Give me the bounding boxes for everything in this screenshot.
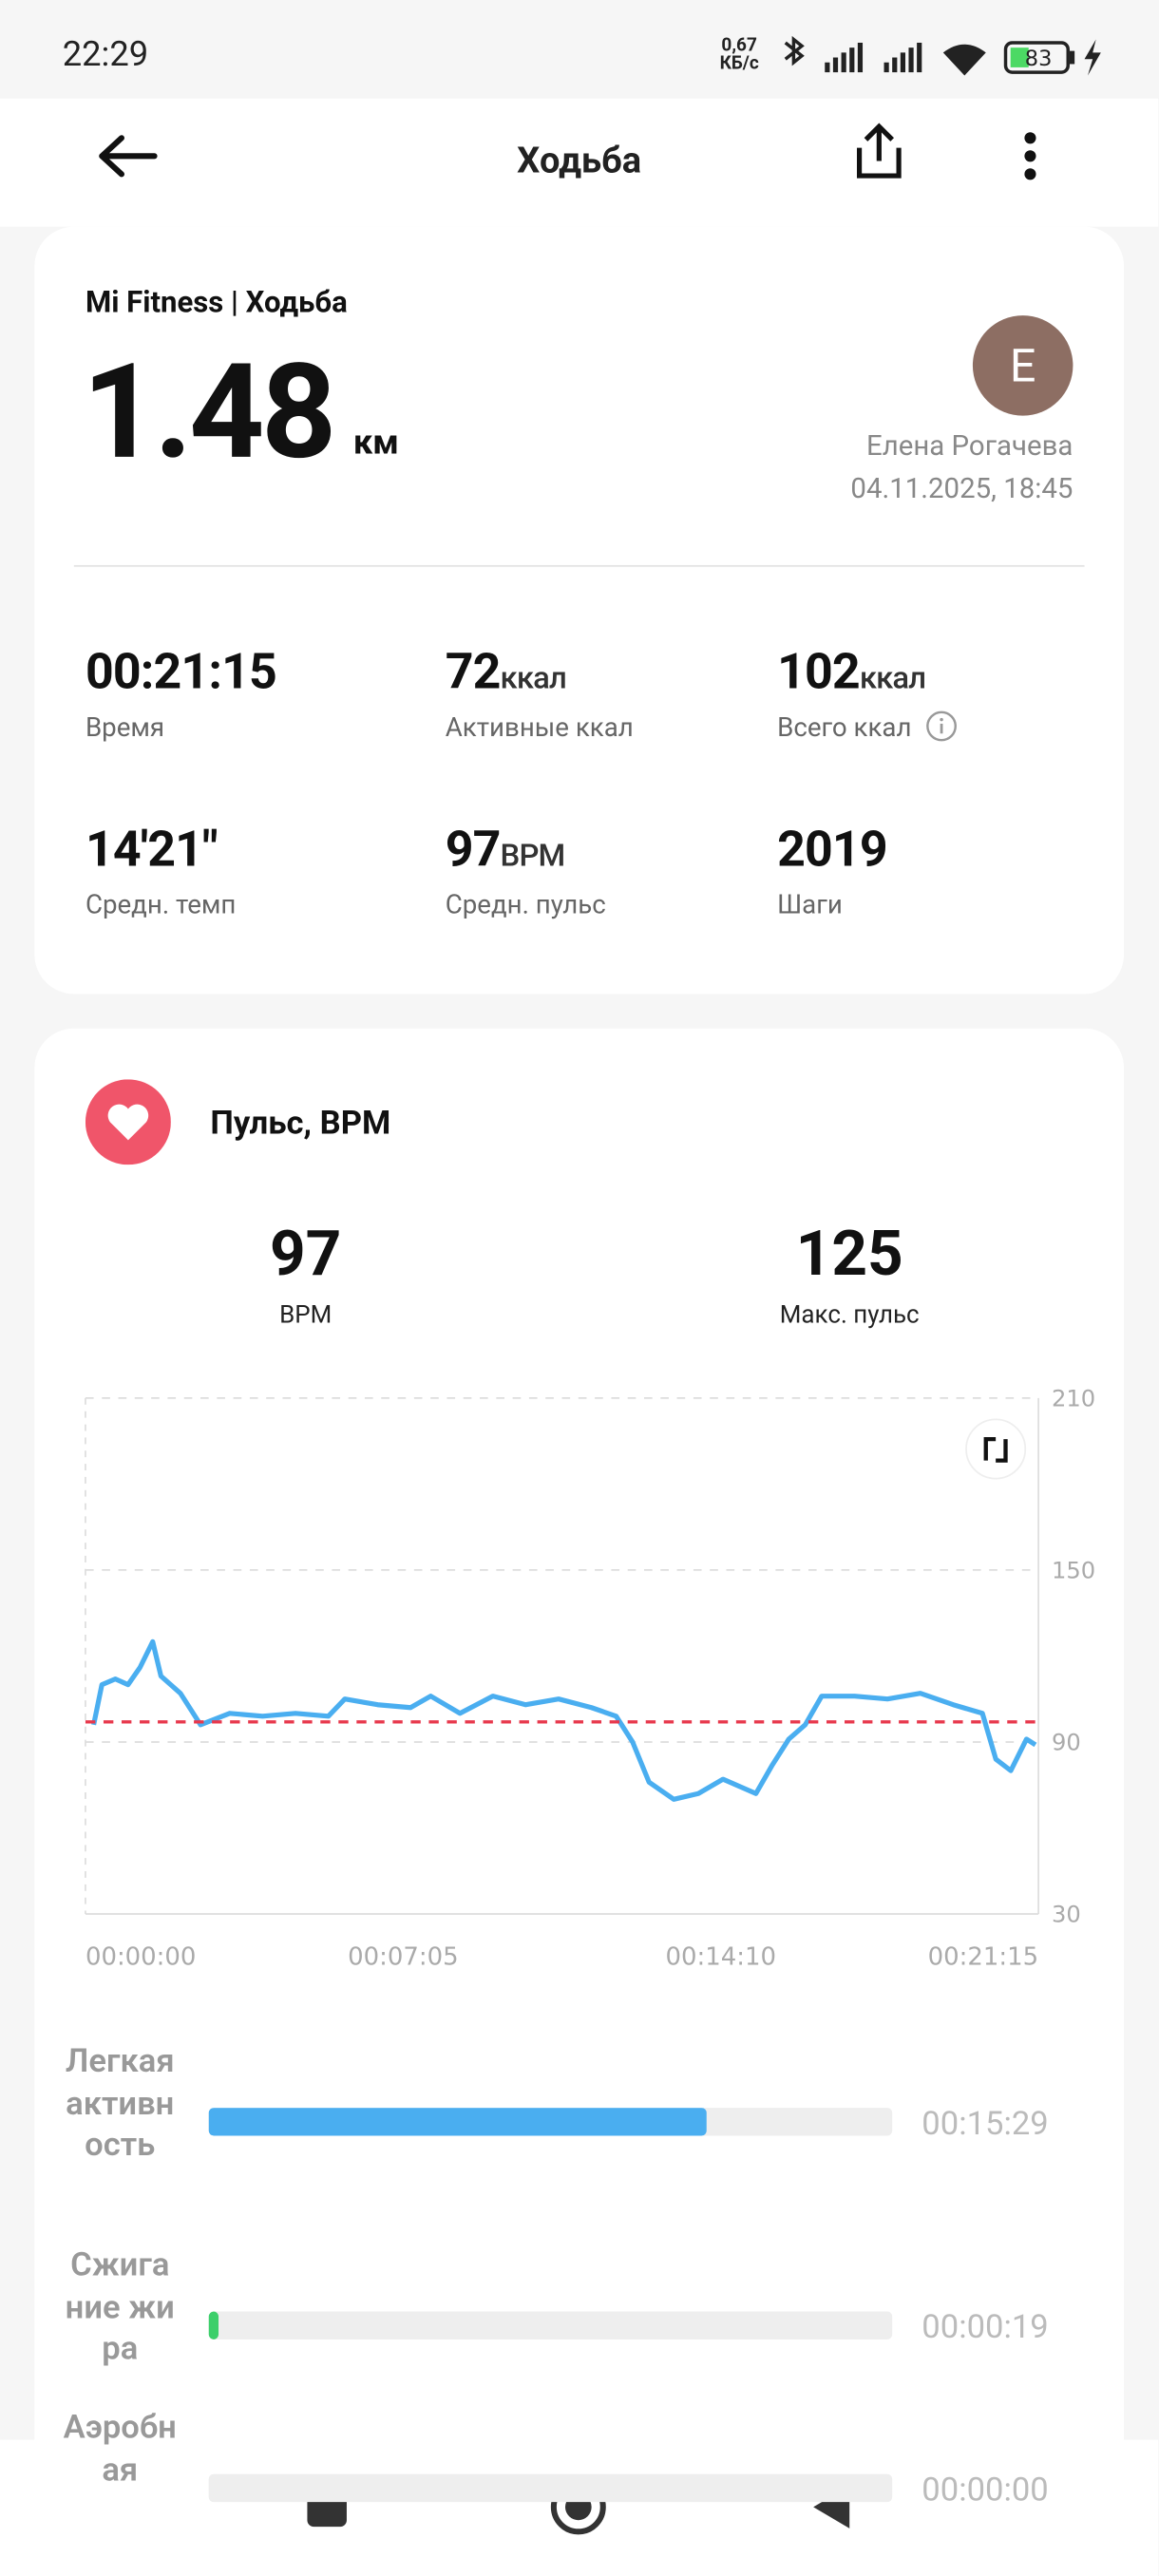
x-tick-label: 00:00:00 <box>86 1943 197 1972</box>
stat-number: 00:21:15 <box>85 644 277 702</box>
zone-time: 00:00:00 <box>922 2469 1049 2510</box>
status-time: 22:29 <box>62 36 149 76</box>
y-tick-label: 150 <box>1052 1558 1095 1584</box>
summary-card <box>34 226 1125 994</box>
zone-name: Сжигание жира <box>65 2244 175 2368</box>
battery-level: 83 <box>1025 47 1053 71</box>
x-tick-label: 00:14:10 <box>665 1943 776 1972</box>
net-speed-value: 0,67 <box>721 34 757 56</box>
stat-value: 102ккал <box>777 644 926 702</box>
header-title: Ходьба <box>517 141 642 182</box>
zone-time: 00:15:29 <box>922 2102 1049 2143</box>
zone-track <box>208 2108 893 2136</box>
stat-number: 97 <box>445 821 502 880</box>
status-icons: 83 <box>784 35 1101 76</box>
distance-unit: км <box>352 424 399 464</box>
max-pulse-label: Макс. пульс <box>779 1299 920 1330</box>
heart-rate-line <box>91 1638 1037 1802</box>
stat-label: Средн. пульс <box>445 888 606 920</box>
heart-icon <box>85 1079 171 1165</box>
net-speed: 0,67 КБ/с <box>720 36 759 72</box>
zone-track <box>208 2473 893 2503</box>
header <box>0 98 1159 227</box>
stat-number: 72 <box>445 644 502 702</box>
more-button[interactable] <box>981 108 1080 207</box>
share-button[interactable] <box>829 108 928 207</box>
net-speed-unit: КБ/с <box>719 52 759 74</box>
date: 04.11.2025, 18:45 <box>850 473 1074 506</box>
max-pulse: 125 <box>795 1219 903 1292</box>
user-name: Елена Рогачева <box>866 430 1074 464</box>
stat-label: Время <box>85 710 165 743</box>
zone-track <box>208 2311 893 2339</box>
stat-number: 14'21" <box>85 821 218 880</box>
heart-chart: 30 90 150 210 00:00:00 00:07:05 00:14:10 00:21:… <box>85 1386 1095 1972</box>
stat-value: 72ккал <box>445 644 567 702</box>
y-tick-label: 210 <box>1052 1386 1095 1412</box>
stat-label: Шаги <box>777 888 843 920</box>
stat-value: 00:21:15 <box>85 644 277 702</box>
info-icon[interactable] <box>925 710 959 743</box>
stat-unit: BPM <box>500 836 566 875</box>
stat-label: Активные ккал <box>445 710 634 743</box>
stat-number: 102 <box>777 644 861 702</box>
stat-label: Средн. темп <box>85 888 237 920</box>
divider <box>73 564 1085 567</box>
x-tick-label: 00:07:05 <box>348 1943 459 1972</box>
stat-value: 97BPM <box>445 821 566 880</box>
stat-value: 2019 <box>777 821 888 880</box>
zone-bar <box>208 2108 707 2136</box>
y-tick-label: 30 <box>1052 1902 1081 1928</box>
distance: 1.48 <box>82 334 336 490</box>
x-tick-label: 00:21:15 <box>928 1943 1039 1972</box>
avg-pulse: 97 <box>269 1219 342 1292</box>
expand-button[interactable] <box>965 1418 1027 1480</box>
zone-bar <box>208 2311 219 2339</box>
zone-time: 00:00:19 <box>922 2306 1049 2346</box>
heart-title: Пульс, BPM <box>210 1102 391 1143</box>
stat-value: 14'21" <box>86 822 218 880</box>
source: Mi Fitness | Ходьба <box>85 285 348 321</box>
zone-name: Аэробная <box>63 2406 177 2489</box>
avg-pulse-label: BPM <box>279 1299 332 1330</box>
avatar[interactable]: Е <box>972 315 1074 416</box>
stat-label: Всего ккал <box>777 710 912 743</box>
y-tick-label: 90 <box>1052 1730 1081 1756</box>
stat-unit: ккал <box>500 658 567 697</box>
stat-number: 2019 <box>777 821 888 880</box>
zone-name: Легкая активность <box>65 2040 175 2164</box>
stat-unit: ккал <box>859 658 926 697</box>
back-button[interactable] <box>79 108 178 207</box>
